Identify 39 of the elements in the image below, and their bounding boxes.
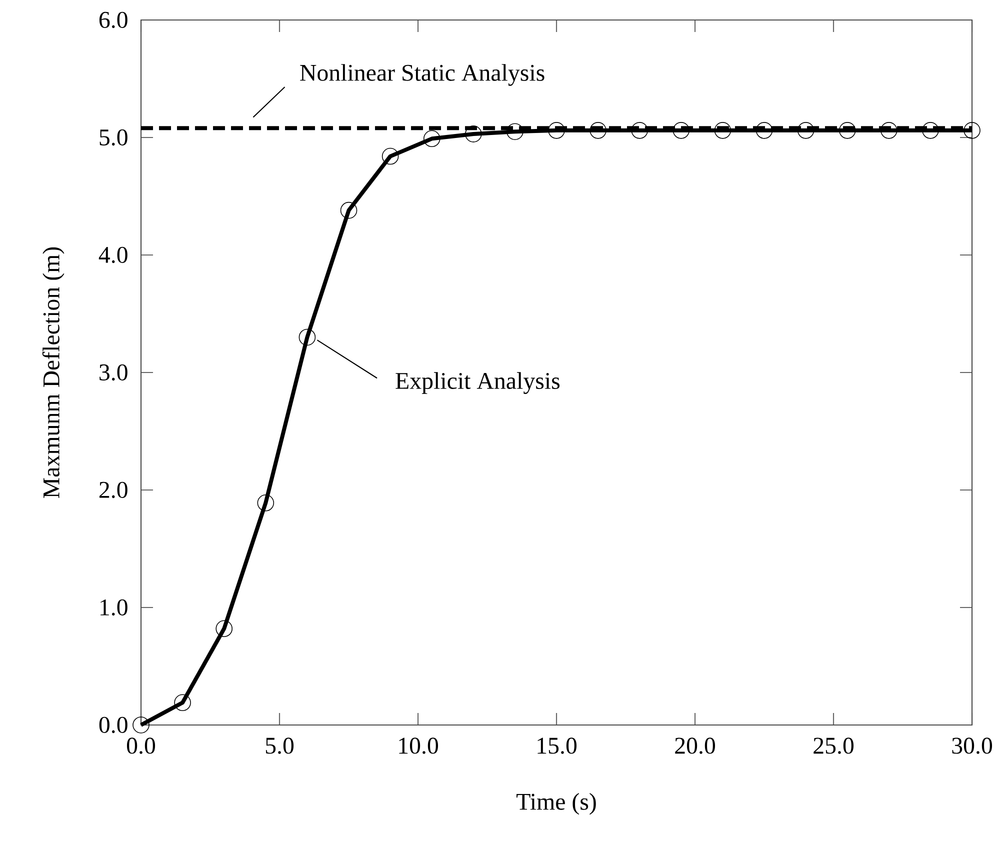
x-tick-label: 20.0: [675, 738, 716, 754]
point: [298, 328, 316, 346]
point: [964, 122, 980, 139]
point: [756, 122, 773, 139]
y-axis-title: Maxmunm Deflection (m): [42, 247, 64, 498]
point: [672, 122, 690, 139]
y-tick-label: 4.0: [98, 246, 128, 264]
point: [257, 494, 274, 512]
point: [590, 122, 606, 139]
point: [880, 122, 898, 139]
point: [631, 122, 648, 139]
y-tick-label: 3.0: [100, 364, 128, 381]
x-axis-title: Time (s): [516, 793, 596, 815]
x-tick-label: 25.0: [814, 738, 854, 754]
y-tick-label: 5.0: [100, 129, 128, 146]
x-tick-label: 5.0: [266, 738, 294, 754]
y-tick-label: 6.0: [99, 12, 128, 28]
x-tick-label: 0.0: [126, 738, 156, 754]
point: [423, 130, 440, 148]
point: [465, 126, 482, 142]
text: Explicit Analysis: [396, 372, 560, 394]
y-tick-label: 2.0: [99, 482, 128, 498]
point: [797, 122, 814, 139]
ref-line-label: Nonlinear Static Analysis: [300, 64, 544, 86]
x-tick-label: 15.0: [538, 738, 577, 754]
y-tick-label: 0.0: [99, 716, 128, 734]
x-tick-label: 10.0: [399, 738, 438, 754]
point: [838, 122, 856, 139]
point: [714, 122, 732, 139]
point: [506, 123, 524, 140]
point: [340, 202, 358, 219]
point: [174, 694, 191, 712]
y-tick-label: 1.0: [100, 599, 128, 616]
point: [216, 620, 233, 638]
point: [922, 122, 939, 139]
point: [382, 148, 399, 165]
x-tick-label: 30.0: [952, 738, 992, 754]
point: [132, 716, 150, 734]
point: [548, 122, 565, 139]
